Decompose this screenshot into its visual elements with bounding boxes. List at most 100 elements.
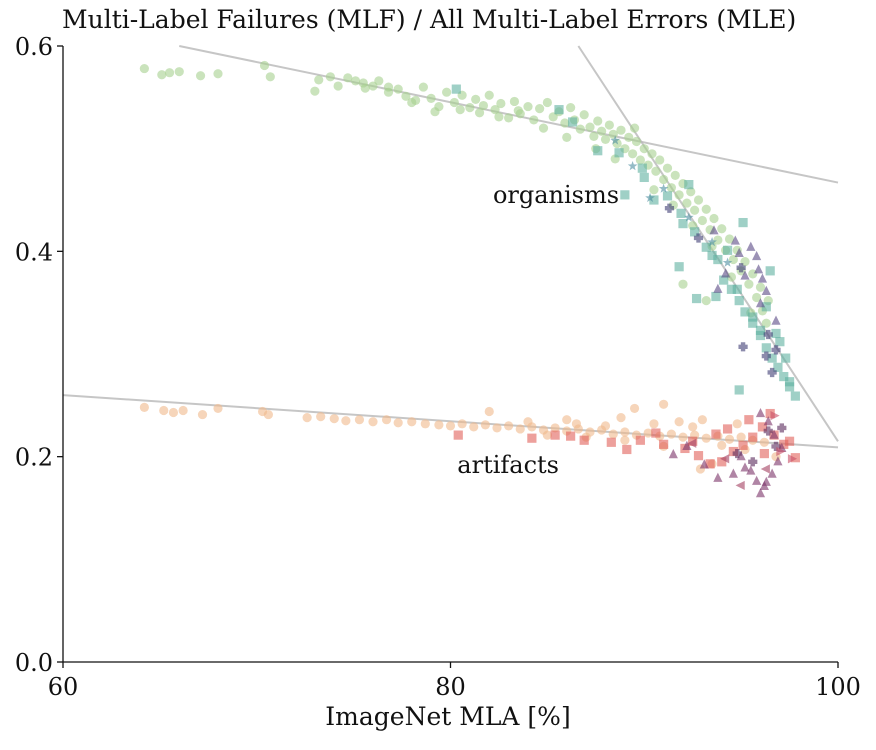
point-artifacts-triangle-left	[760, 464, 770, 474]
point-organisms-circle	[666, 183, 676, 193]
point-organisms-circle	[629, 123, 640, 133]
point-artifacts-square	[790, 453, 800, 463]
annotation-artifacts: artifacts	[457, 451, 559, 479]
point-organisms-circle	[157, 70, 167, 80]
point-artifacts-circle	[562, 415, 572, 425]
point-organisms-star	[707, 237, 717, 247]
point-organisms-triangle	[746, 241, 756, 251]
point-artifacts-circle	[616, 413, 626, 423]
point-artifacts-circle	[393, 418, 403, 428]
point-organisms-circle	[442, 87, 452, 97]
point-organisms-circle	[494, 112, 504, 122]
point-organisms-circle	[314, 75, 324, 85]
point-organisms-circle	[484, 90, 494, 100]
point-organisms-circle	[465, 103, 475, 113]
point-artifacts-circle	[159, 405, 169, 416]
y-tick-label: 0.6	[15, 33, 53, 61]
annotation-organisms: organisms	[493, 181, 619, 209]
point-organisms-square	[755, 330, 766, 341]
point-organisms-circle	[542, 97, 552, 108]
point-artifacts-triangle	[769, 429, 779, 439]
point-organisms-circle	[474, 108, 485, 118]
point-artifacts-circle	[600, 421, 611, 431]
point-organisms-circle	[478, 100, 489, 111]
point-artifacts-square	[722, 424, 733, 434]
point-organisms-circle	[682, 198, 692, 208]
point-organisms-star	[722, 257, 733, 267]
point-organisms-circle	[523, 101, 533, 112]
point-organisms-triangle	[753, 264, 764, 274]
point-organisms-circle	[724, 234, 735, 244]
point-organisms-circle	[674, 190, 684, 200]
point-artifacts-square	[606, 437, 616, 447]
point-artifacts-circle	[620, 427, 630, 437]
point-artifacts-circle	[666, 429, 676, 439]
point-artifacts-triangle	[767, 468, 777, 478]
point-organisms-circle	[350, 76, 361, 86]
point-artifacts-circle	[504, 421, 514, 431]
point-organisms-square	[722, 245, 733, 255]
point-organisms-square	[781, 353, 791, 363]
point-artifacts-square	[748, 432, 758, 442]
point-organisms-plus	[693, 233, 704, 243]
point-organisms-triangle	[761, 285, 771, 295]
chart-title: Multi-Label Failures (MLF) / All Multi-L…	[62, 5, 796, 34]
point-artifacts-circle	[659, 399, 669, 409]
point-organisms-triangle	[709, 225, 719, 235]
point-artifacts-square	[738, 440, 748, 450]
point-artifacts-square	[622, 444, 632, 455]
point-organisms-circle	[761, 318, 771, 328]
point-artifacts-triangle-right	[776, 446, 786, 457]
point-artifacts-square	[779, 439, 789, 449]
x-axis-label: ImageNet MLA [%]	[325, 702, 570, 731]
point-artifacts-plus	[732, 448, 742, 459]
point-organisms-triangle	[757, 273, 768, 283]
point-organisms-circle	[310, 86, 320, 96]
point-artifacts-square	[705, 459, 715, 469]
point-organisms-circle	[655, 155, 665, 165]
point-artifacts-circle	[302, 413, 312, 423]
point-artifacts-circle	[515, 424, 525, 434]
point-organisms-circle	[631, 136, 642, 147]
point-organisms-square	[748, 318, 758, 328]
point-artifacts-triangle	[752, 475, 762, 485]
point-organisms-plus	[761, 351, 771, 361]
point-organisms-circle	[407, 97, 417, 108]
point-artifacts-circle	[368, 417, 378, 427]
point-organisms-circle	[343, 73, 353, 83]
point-artifacts-triangle	[740, 462, 750, 472]
point-organisms-square	[614, 148, 624, 158]
point-artifacts-circle	[316, 412, 326, 422]
point-organisms-triangle	[734, 247, 744, 257]
point-artifacts-square	[527, 433, 537, 443]
point-organisms-circle	[635, 155, 645, 165]
point-organisms-square	[620, 190, 630, 200]
point-artifacts-square	[635, 435, 645, 445]
point-organisms-circle	[455, 105, 465, 115]
point-organisms-square	[593, 146, 603, 156]
point-organisms-circle	[659, 174, 669, 185]
point-organisms-circle	[496, 98, 506, 109]
point-artifacts-circle	[674, 417, 684, 427]
point-organisms-square	[790, 391, 800, 401]
point-artifacts-circle	[445, 421, 456, 431]
point-artifacts-square	[550, 430, 560, 440]
point-organisms-square	[690, 227, 700, 237]
point-artifacts-circle	[407, 417, 417, 427]
point-artifacts-circle	[484, 406, 494, 417]
point-organisms-star	[658, 183, 669, 193]
point-artifacts-square	[717, 457, 727, 467]
point-organisms-square	[674, 262, 684, 272]
point-organisms-square	[773, 362, 783, 372]
point-organisms-circle	[358, 78, 368, 88]
point-organisms-square	[451, 84, 461, 94]
point-organisms-square	[784, 377, 795, 387]
point-organisms-circle	[566, 103, 576, 113]
point-organisms-circle	[686, 187, 696, 197]
point-artifacts-triangle-right	[770, 411, 780, 421]
point-organisms-square	[711, 291, 721, 302]
point-artifacts-circle	[197, 409, 208, 420]
point-artifacts-circle	[381, 415, 392, 425]
point-artifacts-circle	[724, 434, 735, 444]
